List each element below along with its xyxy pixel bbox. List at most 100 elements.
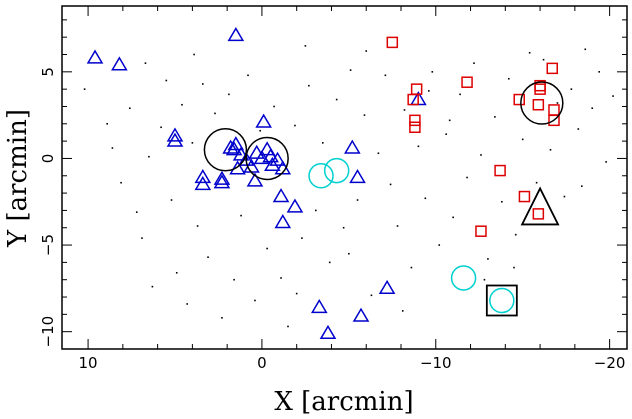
star-dot: [363, 114, 366, 116]
triangle-marker: [213, 170, 231, 185]
star-dot: [247, 74, 249, 77]
large-circle-marker: [203, 128, 248, 172]
star-dot: [370, 294, 373, 297]
star-dot: [207, 256, 209, 258]
y-tick-label: −10: [39, 316, 57, 348]
star-dot: [542, 58, 545, 61]
star-dot: [191, 142, 194, 144]
star-dot: [403, 109, 406, 111]
star-dot: [335, 98, 338, 101]
triangle-marker: [349, 169, 366, 184]
star-dot: [598, 71, 600, 73]
triangle-marker: [194, 169, 212, 184]
star-dot: [466, 176, 468, 179]
triangle-marker: [229, 160, 246, 175]
large-triangle-marker: [520, 186, 560, 226]
triangle-marker: [272, 188, 290, 203]
star-dot: [549, 148, 552, 151]
square-marker: [475, 225, 487, 237]
star-dot: [612, 95, 614, 97]
square-marker: [546, 62, 558, 75]
triangle-marker: [166, 132, 184, 147]
star-dot: [377, 152, 380, 155]
square-marker: [548, 114, 560, 127]
star-dot: [349, 69, 352, 71]
star-dot: [356, 199, 359, 201]
y-axis-label: Y [arcmin]: [3, 109, 33, 248]
star-dot: [321, 142, 324, 144]
star-dot: [280, 277, 282, 279]
square-marker: [532, 208, 545, 220]
triangle-marker: [274, 214, 292, 229]
star-dot: [175, 271, 178, 274]
star-dot: [584, 48, 587, 51]
triangle-marker: [352, 307, 370, 322]
y-tick-label: −5: [39, 234, 57, 256]
triangle-marker: [237, 151, 255, 166]
star-dot: [181, 103, 183, 106]
triangle-marker: [319, 324, 337, 340]
triangle-marker: [264, 156, 281, 172]
square-marker: [494, 164, 506, 177]
axis-tick-labels: 10 0 −10 −20 −10 −5 0 5: [39, 67, 625, 372]
square-marker: [461, 76, 473, 88]
star-dot: [577, 128, 580, 130]
star-dot: [342, 226, 345, 229]
star-dot: [294, 124, 296, 127]
star-dot: [507, 77, 510, 80]
star-dot: [431, 71, 434, 73]
star-dot: [304, 45, 307, 47]
star-dot: [170, 199, 173, 201]
star-dot: [473, 62, 475, 64]
star-dot: [459, 93, 461, 96]
star-dot: [196, 225, 199, 227]
star-dot: [273, 105, 275, 108]
star-dot: [563, 195, 566, 198]
star-dot: [111, 147, 114, 149]
square-marker: [409, 121, 421, 134]
star-dot: [141, 237, 143, 239]
star-dot: [401, 310, 404, 312]
star-dot: [365, 50, 368, 52]
star-dot: [214, 112, 216, 115]
star-dot: [424, 197, 427, 200]
star-dot: [494, 116, 496, 118]
star-dot: [570, 88, 573, 90]
triangle-marker: [222, 139, 239, 154]
star-dot: [148, 155, 150, 158]
star-dot: [591, 107, 594, 110]
star-dot: [452, 216, 454, 219]
star-dot: [135, 211, 138, 213]
star-dot: [295, 292, 298, 295]
star-dot: [396, 225, 399, 227]
triangle-marker: [225, 141, 243, 156]
triangle-marker: [246, 172, 264, 187]
star-dot: [165, 79, 168, 82]
square-marker: [532, 98, 545, 111]
star-dot: [233, 278, 235, 281]
triangle-marker: [227, 26, 245, 42]
star-dot: [581, 185, 583, 187]
star-dot: [160, 126, 162, 129]
star-dot: [448, 119, 451, 122]
square-marker: [386, 36, 399, 49]
triangle-marker: [286, 198, 304, 213]
plot-frame: [61, 5, 628, 350]
star-dot: [428, 90, 430, 92]
star-dot: [240, 214, 242, 217]
star-dot: [389, 183, 392, 186]
triangle-marker: [86, 49, 104, 64]
triangle-marker: [255, 113, 272, 128]
star-dot: [266, 247, 268, 250]
star-dot: [202, 83, 204, 85]
triangle-marker: [344, 139, 361, 154]
triangle-marker: [310, 298, 328, 314]
star-dot: [83, 88, 86, 90]
star-dot: [417, 145, 420, 148]
cyan-circle-marker: [308, 163, 334, 189]
square-marker: [513, 93, 525, 106]
triangle-marker: [269, 151, 286, 166]
triangle-marker: [248, 144, 266, 159]
star-dot: [254, 299, 256, 302]
